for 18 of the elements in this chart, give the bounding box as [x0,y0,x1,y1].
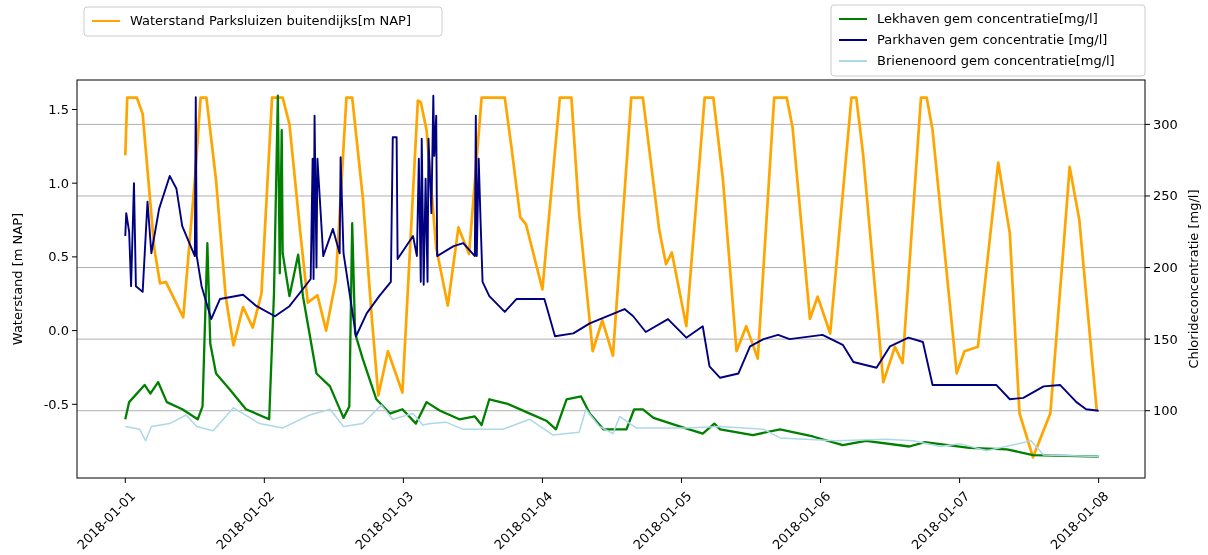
y-tick-label: 1.5 [48,101,69,117]
y2-tick-label: 300 [1153,116,1178,132]
legend-left: Waterstand Parksluizen buitendijks[m NAP] [83,6,443,37]
y-tick-label: 0.5 [48,249,69,265]
y2-tick-label: 150 [1153,331,1178,347]
y2-axis-title: Chlorideconcentratie [mg/l] [1186,189,1201,369]
y-axis-title: Waterstand [m NAP] [10,212,25,346]
y-tick-label: 1.0 [48,175,69,191]
legend-label: Parkhaven gem concentratie [mg/l] [877,32,1108,47]
y2-tick-label: 200 [1153,260,1178,276]
y-tick-label: 0.0 [48,323,69,339]
legend-label: Brienenoord gem concentratie[mg/l] [877,53,1115,68]
y-tick-label: -0.5 [43,396,69,412]
legend-label: Waterstand Parksluizen buitendijks[m NAP] [130,13,412,28]
line-series [124,404,1100,458]
legend-label: Lekhaven gem concentratie[mg/l] [877,11,1098,26]
y2-tick-label: 250 [1153,188,1178,204]
y2-tick-label: 100 [1153,403,1178,419]
